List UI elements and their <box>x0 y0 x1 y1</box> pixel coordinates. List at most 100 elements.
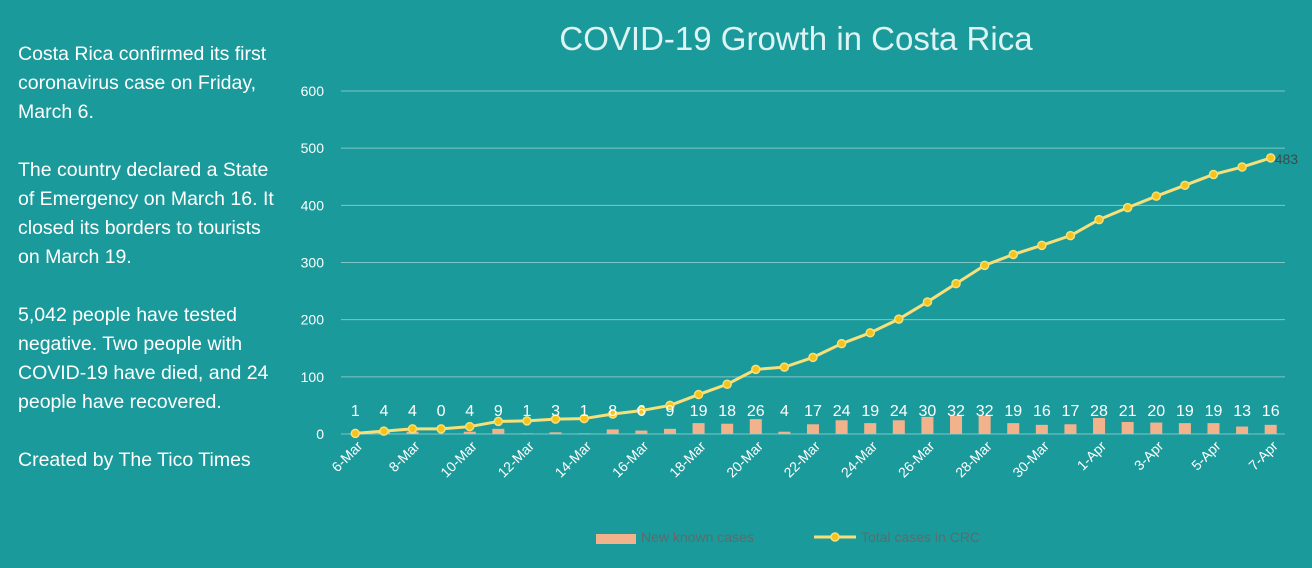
bar-new-cases-26-Mar <box>921 416 934 434</box>
bar-new-cases-11-Mar <box>492 428 505 434</box>
bar-new-cases-18-Mar <box>692 423 705 434</box>
bar-new-cases-3-Apr <box>1150 422 1163 434</box>
bar-new-cases-5-Apr <box>1207 423 1220 434</box>
bar-new-cases-10-Mar <box>463 431 476 434</box>
y-tick-label-0: 0 <box>316 426 324 442</box>
y-tick-label-100: 100 <box>301 369 325 385</box>
description-credit: Created by The Tico Times <box>18 449 251 471</box>
description-testing: 5,042 people have tested negative. Two p… <box>18 304 269 413</box>
x-tick-label-20-Mar: 20-Mar <box>723 438 766 481</box>
point-total-cases-10-Mar <box>464 421 475 432</box>
point-total-cases-26-Mar <box>922 297 933 307</box>
gridlines <box>341 90 1285 435</box>
legend-marker-total-cases <box>830 532 840 542</box>
x-tick-label-8-Mar: 8-Mar <box>385 438 422 475</box>
bar-new-cases-6-Apr <box>1236 426 1249 434</box>
x-tick-label-3-Apr: 3-Apr <box>1131 438 1167 474</box>
data-label-new-cases-22-Mar: 17 <box>804 403 822 420</box>
x-tick-label-6-Mar: 6-Mar <box>328 438 365 475</box>
data-label-new-cases-26-Mar: 30 <box>919 403 937 420</box>
bar-new-cases-17-Mar <box>663 428 676 434</box>
bar-new-cases-27-Mar <box>950 415 963 434</box>
data-label-new-cases-1-Apr: 28 <box>1090 403 1108 420</box>
point-total-cases-6-Mar <box>350 428 361 439</box>
x-tick-label-18-Mar: 18-Mar <box>666 438 709 481</box>
chart-title: COVID-19 Growth in Costa Rica <box>559 20 1033 57</box>
data-label-new-cases-19-Mar: 18 <box>718 403 736 420</box>
data-label-new-cases-14-Mar: 1 <box>580 403 589 420</box>
point-total-cases-9-Mar <box>436 424 446 434</box>
data-label-new-cases-17-Mar: 9 <box>666 403 675 420</box>
bar-new-cases-4-Apr <box>1178 423 1191 434</box>
legend-label-total-cases: Total cases in CRC <box>861 529 980 545</box>
data-label-new-cases-23-Mar: 24 <box>833 403 851 420</box>
x-tick-label-10-Mar: 10-Mar <box>437 438 480 481</box>
y-tick-label-500: 500 <box>301 140 325 156</box>
data-label-new-cases-13-Mar: 3 <box>551 403 560 420</box>
data-label-new-cases-21-Mar: 4 <box>780 403 789 420</box>
point-total-cases-30-Mar <box>1037 240 1047 251</box>
point-total-cases-31-Mar <box>1065 230 1076 241</box>
point-total-cases-22-Mar <box>808 352 818 363</box>
x-tick-label-12-Mar: 12-Mar <box>494 438 537 481</box>
total-cases-end-label: 483 <box>1275 151 1299 167</box>
data-label-new-cases-28-Mar: 32 <box>976 403 994 420</box>
legend-label-new-cases: New known cases <box>641 529 754 545</box>
point-total-cases-15-Mar <box>608 409 618 419</box>
x-tick-label-30-Mar: 30-Mar <box>1009 438 1052 481</box>
point-total-cases-20-Mar <box>751 364 761 375</box>
data-label-new-cases-11-Mar: 9 <box>494 403 503 420</box>
description-first-case: Costa Rica confirmed its first coronavir… <box>18 43 267 123</box>
data-label-new-cases-30-Mar: 16 <box>1033 403 1051 420</box>
legend-swatch-new-cases <box>596 534 636 544</box>
point-total-cases-27-Mar <box>951 278 961 289</box>
point-total-cases-17-Mar <box>665 400 675 411</box>
y-tick-label-400: 400 <box>301 197 325 213</box>
data-label-new-cases-4-Apr: 19 <box>1176 403 1194 420</box>
point-total-cases-7-Apr <box>1265 153 1276 163</box>
data-label-new-cases-5-Apr: 19 <box>1205 403 1223 420</box>
bar-new-cases-31-Mar <box>1064 424 1077 434</box>
description-panel: Costa Rica confirmed its first coronavir… <box>18 40 280 475</box>
point-total-cases-2-Apr <box>1122 202 1133 213</box>
point-total-cases-19-Mar <box>722 379 732 390</box>
point-total-cases-25-Mar <box>894 314 904 324</box>
data-label-new-cases-8-Mar: 4 <box>408 403 417 420</box>
bar-new-cases-25-Mar <box>892 420 905 434</box>
point-total-cases-5-Apr <box>1208 169 1219 180</box>
point-total-cases-6-Apr <box>1237 162 1247 172</box>
point-total-cases-29-Mar <box>1008 249 1018 260</box>
y-tick-label-200: 200 <box>301 312 325 328</box>
point-total-cases-8-Mar <box>407 424 418 434</box>
new-cases-data-labels: 1 4 4 0 4 9 1 3 1 8 6 9 19 18 26 4 17 24 19 24 30 32 32 19 16 17 2… <box>351 403 1280 420</box>
x-tick-label-1-Apr: 1-Apr <box>1074 438 1110 474</box>
y-axis-ticks: 0 100 200 300 400 500 600 <box>301 83 325 442</box>
total-cases-line <box>355 156 1272 435</box>
point-total-cases-24-Mar <box>865 328 875 338</box>
data-label-new-cases-31-Mar: 17 <box>1062 403 1080 420</box>
data-label-new-cases-6-Apr: 13 <box>1233 403 1251 420</box>
bar-new-cases-22-Mar <box>806 424 820 434</box>
bar-new-cases-7-Apr <box>1264 424 1277 434</box>
point-total-cases-4-Apr <box>1180 180 1190 191</box>
x-tick-label-28-Mar: 28-Mar <box>952 438 995 481</box>
x-tick-label-5-Apr: 5-Apr <box>1188 438 1224 474</box>
point-total-cases-12-Mar <box>522 416 532 426</box>
data-label-new-cases-2-Apr: 21 <box>1119 403 1137 420</box>
data-label-new-cases-12-Mar: 1 <box>522 403 531 420</box>
point-total-cases-16-Mar <box>636 405 647 416</box>
bar-new-cases-16-Mar <box>635 430 648 434</box>
total-cases-line-group: 4 8 3 <box>350 151 1299 439</box>
bar-new-cases-23-Mar <box>835 420 848 434</box>
x-tick-label-24-Mar: 24-Mar <box>838 438 881 481</box>
x-tick-label-16-Mar: 16-Mar <box>609 438 652 481</box>
data-label-new-cases-16-Mar: 6 <box>637 403 646 420</box>
bar-new-cases-30-Mar <box>1035 424 1048 434</box>
y-tick-label-600: 600 <box>301 83 325 99</box>
data-label-new-cases-9-Mar: 0 <box>437 403 446 420</box>
data-label-new-cases-29-Mar: 19 <box>1004 403 1022 420</box>
bar-new-cases-28-Mar <box>978 415 991 434</box>
point-total-cases-7-Mar <box>379 426 389 436</box>
bar-new-cases-24-Mar <box>864 423 877 434</box>
